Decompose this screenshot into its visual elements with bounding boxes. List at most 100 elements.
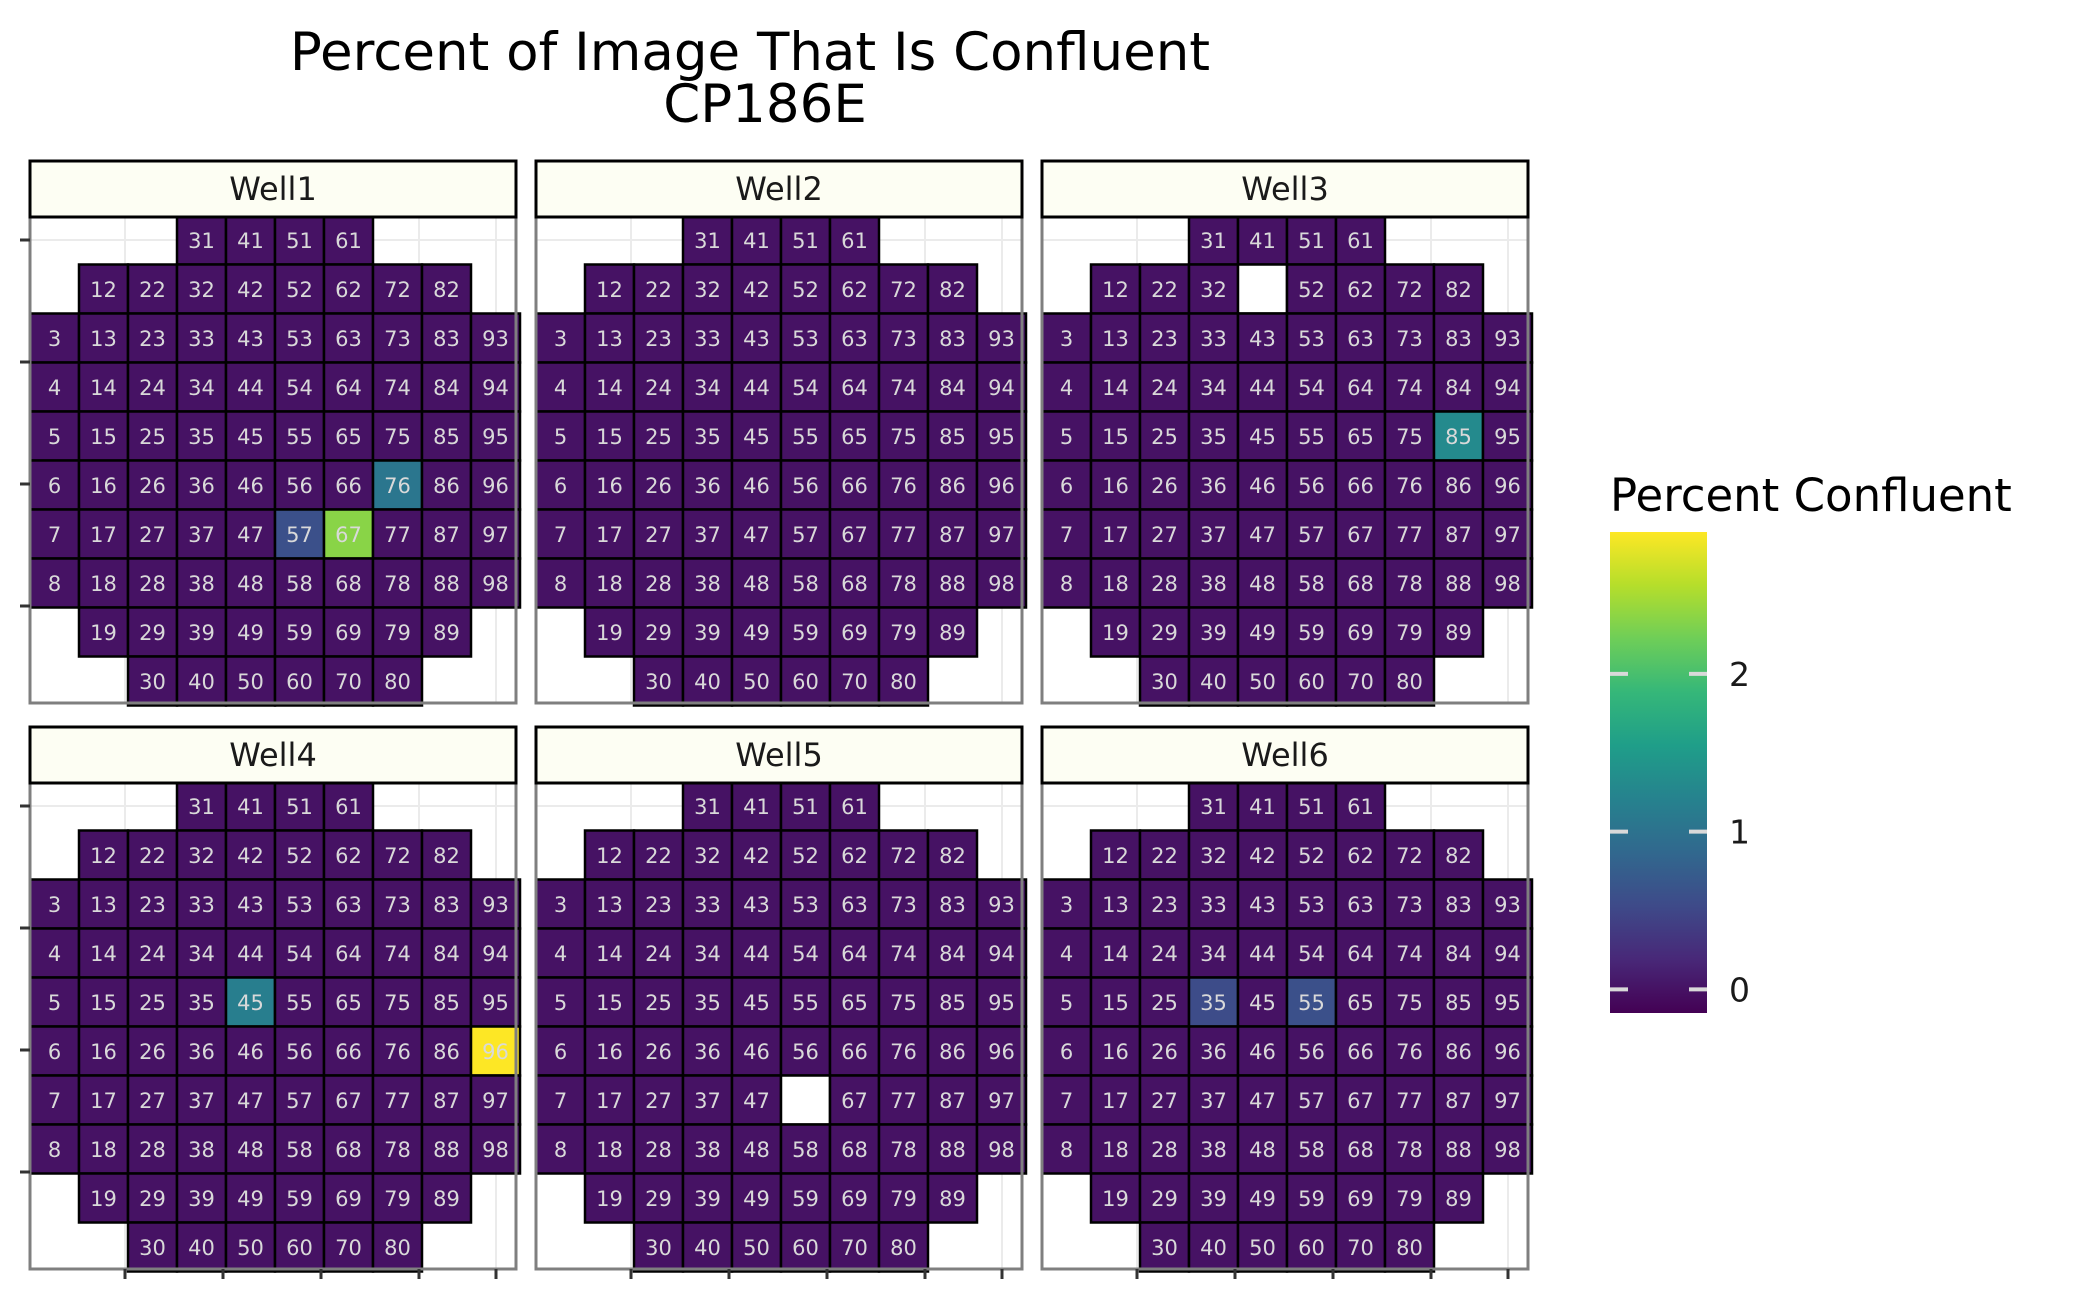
- cell-label: 77: [1396, 1089, 1423, 1113]
- cell-label: 43: [743, 893, 770, 917]
- heatmap-cell: [632, 312, 685, 364]
- cell-label: 52: [1298, 844, 1325, 868]
- cell-label: 73: [1396, 893, 1423, 917]
- cell-label: 27: [139, 523, 166, 547]
- heatmap-cell: [175, 976, 228, 1028]
- heatmap-cell: [126, 606, 179, 658]
- heatmap-cell: [926, 459, 979, 511]
- cell-label: 26: [139, 1040, 166, 1064]
- cell-label: 16: [90, 474, 117, 498]
- cell-label: 40: [1200, 1236, 1227, 1260]
- cell-label: 63: [841, 327, 868, 351]
- cell-label: 28: [1151, 1138, 1178, 1162]
- cell-label: 18: [1102, 1138, 1129, 1162]
- cell-label: 4: [554, 376, 567, 400]
- cell-label: 74: [890, 376, 917, 400]
- cell-label: 22: [1151, 844, 1178, 868]
- cell-label: 42: [1249, 844, 1276, 868]
- cell-label: 49: [1249, 621, 1276, 645]
- cell-label: 59: [286, 1187, 313, 1211]
- cell-label: 41: [743, 795, 770, 819]
- cell-label: 24: [139, 376, 166, 400]
- cell-label: 7: [1060, 1089, 1073, 1113]
- cell-label: 86: [433, 474, 460, 498]
- cell-label: 79: [890, 1187, 917, 1211]
- cell-label: 76: [890, 474, 917, 498]
- cell-label: 67: [335, 523, 362, 547]
- cell-label: 62: [841, 278, 868, 302]
- cell-label: 35: [1200, 425, 1227, 449]
- cell-label: 32: [694, 278, 721, 302]
- heatmap-cell: [1334, 655, 1387, 707]
- heatmap-cell: [632, 459, 685, 511]
- heatmap-cell: [1334, 410, 1387, 462]
- heatmap-cell: [1187, 878, 1240, 930]
- cell-label: 68: [841, 572, 868, 596]
- heatmap-cell: [730, 1123, 783, 1175]
- cell-label: 95: [482, 425, 509, 449]
- cell-label: 70: [1347, 670, 1374, 694]
- cell-label: 58: [792, 572, 819, 596]
- cell-label: 51: [286, 229, 313, 253]
- cell-label: 4: [1060, 376, 1073, 400]
- cell-label: 84: [939, 376, 966, 400]
- heatmap-cell: [469, 927, 522, 979]
- heatmap-cell: [534, 361, 587, 413]
- cell-label: 66: [335, 474, 362, 498]
- cell-label: 18: [596, 572, 623, 596]
- cell-label: 3: [48, 893, 61, 917]
- cell-label: 40: [1200, 670, 1227, 694]
- cell-label: 25: [139, 425, 166, 449]
- heatmap-cell: [224, 557, 277, 609]
- cell-label: 7: [554, 1089, 567, 1113]
- cell-label: 70: [841, 670, 868, 694]
- cell-label: 98: [988, 1138, 1015, 1162]
- facet-strip: [534, 159, 1024, 219]
- cell-label: 44: [237, 376, 264, 400]
- cell-label: 37: [188, 1089, 215, 1113]
- cell-label: 43: [1249, 893, 1276, 917]
- cell-label: 80: [1396, 670, 1423, 694]
- heatmap-cell: [28, 927, 81, 979]
- heatmap-cell: [77, 557, 130, 609]
- cell-label: 42: [743, 844, 770, 868]
- cell-label: 60: [286, 1236, 313, 1260]
- heatmap-cell: [371, 1025, 424, 1077]
- cell-label: 77: [384, 1089, 411, 1113]
- cell-label: 48: [1249, 572, 1276, 596]
- cell-label: 25: [1151, 425, 1178, 449]
- cell-label: 34: [694, 942, 721, 966]
- cell-label: 75: [890, 425, 917, 449]
- cell-label: 68: [841, 1138, 868, 1162]
- cell-label: 72: [1396, 844, 1423, 868]
- cell-label: 95: [1494, 425, 1521, 449]
- cell-label: 58: [1298, 1138, 1325, 1162]
- cell-label: 67: [841, 523, 868, 547]
- cell-label: 67: [1347, 523, 1374, 547]
- cell-label: 94: [988, 376, 1015, 400]
- cell-label: 5: [1060, 425, 1073, 449]
- heatmap-cell: [828, 655, 881, 707]
- heatmap-cell: [632, 1025, 685, 1077]
- cell-label: 89: [433, 621, 460, 645]
- heatmap-cell: [1187, 655, 1240, 707]
- cell-label: 84: [433, 942, 460, 966]
- cell-label: 39: [188, 1187, 215, 1211]
- heatmap-cell: [1285, 1025, 1338, 1077]
- cell-label: 86: [939, 1040, 966, 1064]
- cell-label: 44: [743, 942, 770, 966]
- heatmap-cell: [1089, 976, 1142, 1028]
- cell-label: 15: [596, 425, 623, 449]
- cell-label: 56: [792, 474, 819, 498]
- cell-label: 88: [1445, 572, 1472, 596]
- cell-label: 87: [1445, 523, 1472, 547]
- heatmap-cell: [273, 263, 326, 315]
- heatmap-cell: [681, 214, 734, 266]
- cell-label: 64: [335, 942, 362, 966]
- cell-label: 72: [384, 844, 411, 868]
- cell-label: 74: [890, 942, 917, 966]
- cell-label: 47: [1249, 523, 1276, 547]
- cell-label: 8: [554, 572, 567, 596]
- cell-label: 26: [1151, 1040, 1178, 1064]
- cell-label: 98: [1494, 1138, 1521, 1162]
